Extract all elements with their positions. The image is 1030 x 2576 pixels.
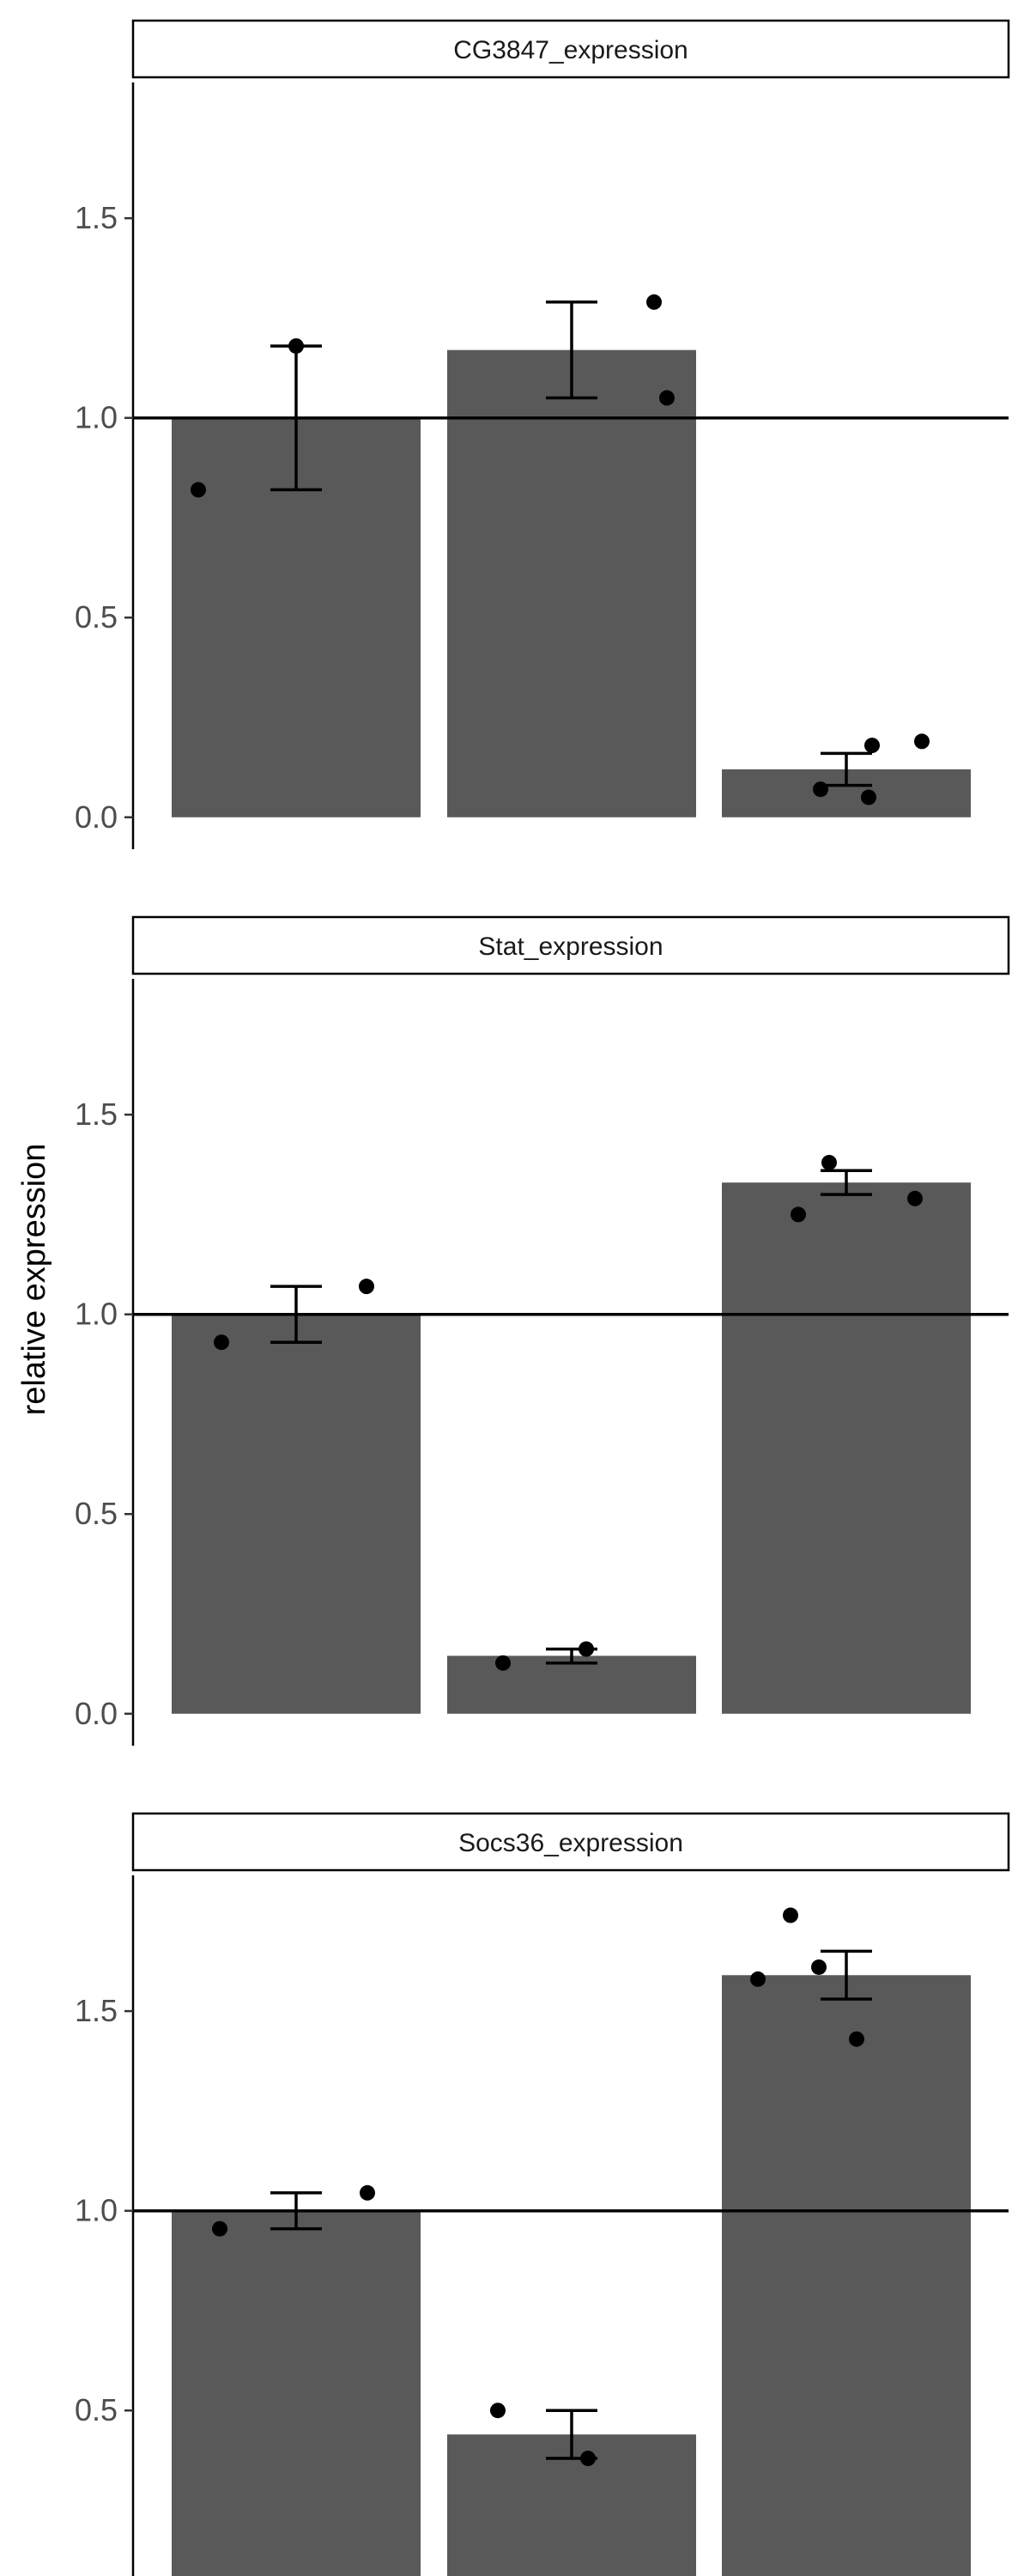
y-tick-label: 1.5	[75, 1097, 118, 1132]
y-tick-label: 0.0	[75, 799, 118, 835]
data-point	[212, 2221, 227, 2237]
facet-title: CG3847_expression	[453, 36, 688, 64]
bar	[722, 1975, 971, 2576]
data-point	[861, 789, 876, 805]
y-tick-label: 1.0	[75, 2193, 118, 2228]
data-point	[791, 1206, 806, 1223]
data-point	[813, 781, 828, 798]
data-point	[811, 1959, 827, 1975]
y-tick-label: 1.0	[75, 400, 118, 435]
data-point	[288, 337, 304, 354]
bar	[447, 1656, 696, 1714]
y-tick-label: 0.5	[75, 2392, 118, 2427]
bar	[447, 349, 696, 817]
data-point	[490, 2403, 506, 2419]
data-point	[864, 738, 880, 754]
data-point	[579, 1641, 594, 1657]
data-point	[360, 2184, 375, 2201]
bar	[172, 1314, 421, 1714]
data-point	[907, 1190, 923, 1206]
y-tick-label: 1.5	[75, 200, 118, 235]
data-point	[580, 2451, 596, 2467]
data-point	[214, 1334, 229, 1351]
y-tick-label: 1.0	[75, 1297, 118, 1332]
data-point	[646, 294, 662, 310]
data-point	[191, 482, 206, 498]
facet-strip	[131, 915, 1010, 975]
facet-strip	[131, 1812, 1010, 1872]
data-point	[359, 1279, 374, 1295]
data-point	[659, 390, 675, 406]
y-axis-title: relative expression	[16, 1144, 52, 1416]
y-tick-label: 1.5	[75, 1993, 118, 2028]
facet-title: Stat_expression	[478, 933, 663, 961]
data-point	[821, 1154, 837, 1170]
facet-strip	[131, 19, 1010, 79]
data-point	[914, 733, 930, 750]
data-point	[750, 1971, 766, 1987]
data-point	[783, 1907, 798, 1923]
bar	[722, 1182, 971, 1714]
facet-title: Socs36_expression	[458, 1829, 683, 1857]
bar	[172, 2210, 421, 2576]
y-tick-label: 0.5	[75, 599, 118, 635]
data-point	[495, 1655, 511, 1671]
y-tick-label: 0.0	[75, 1696, 118, 1731]
y-tick-label: 0.5	[75, 1496, 118, 1531]
data-point	[849, 2031, 864, 2047]
